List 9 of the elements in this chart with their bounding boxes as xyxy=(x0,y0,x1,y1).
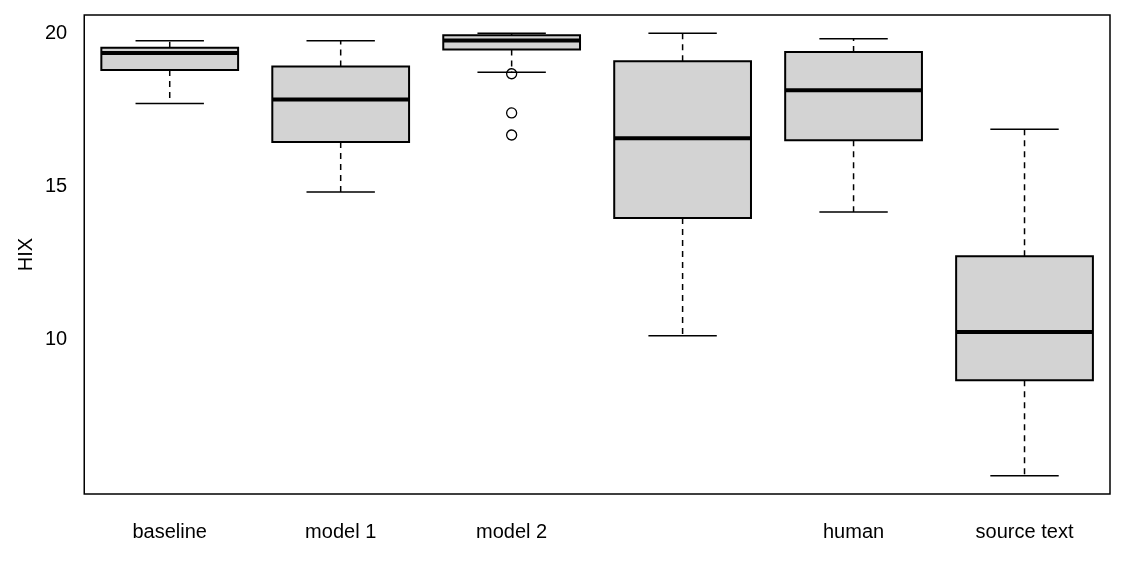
y-tick-label: 15 xyxy=(45,173,68,196)
x-tick-label: source text xyxy=(975,519,1074,542)
x-tick-label: model 1 xyxy=(305,519,377,542)
x-tick-label: model 2 xyxy=(476,519,548,542)
y-tick-label: 10 xyxy=(45,326,68,349)
y-tick-label: 20 xyxy=(45,20,68,43)
y-axis-title: HIX xyxy=(13,237,36,272)
x-tick-label: human xyxy=(822,519,885,542)
x-tick-label: baseline xyxy=(132,519,207,542)
